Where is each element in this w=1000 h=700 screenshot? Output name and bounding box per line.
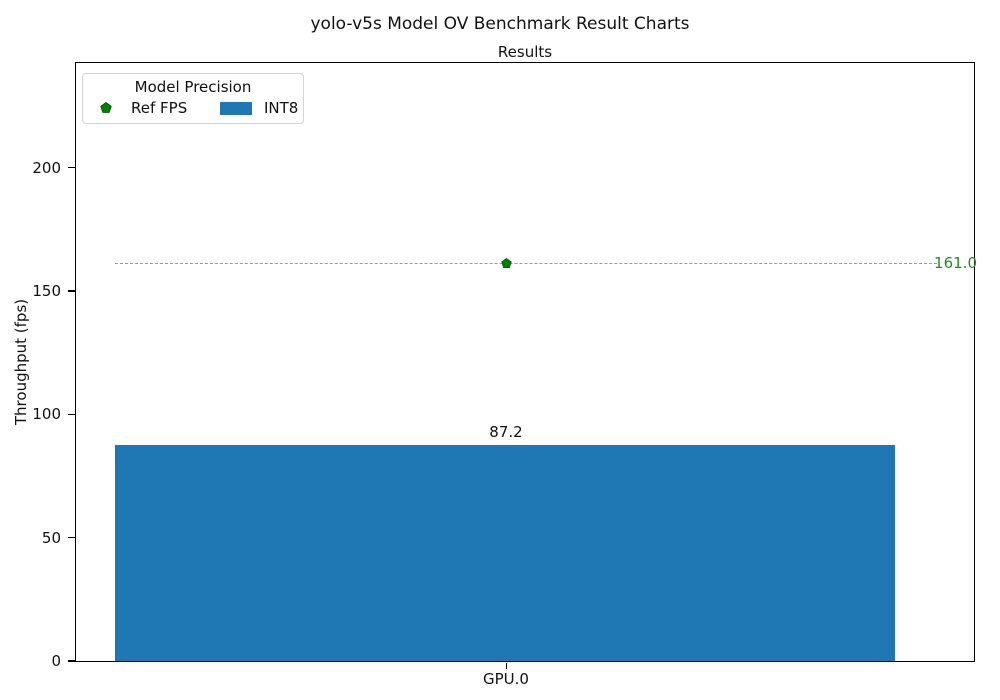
y-tick-mark	[68, 537, 75, 539]
chart-title: yolo-v5s Model OV Benchmark Result Chart…	[310, 14, 690, 34]
y-tick-label: 200	[32, 159, 61, 177]
y-tick-label: 0	[51, 652, 61, 670]
legend-title: Model Precision	[134, 78, 252, 96]
y-axis-label: Throughput (fps)	[12, 298, 30, 426]
x-tick-mark	[505, 663, 507, 669]
axes-title: Results	[497, 43, 553, 61]
y-tick-mark	[68, 413, 75, 415]
y-tick-label: 100	[32, 405, 61, 423]
x-tick-label: GPU.0	[483, 670, 529, 688]
y-tick-mark	[68, 167, 75, 169]
y-tick-mark	[68, 290, 75, 292]
legend-pentagon-icon	[100, 102, 112, 113]
pentagon-marker-icon	[501, 258, 512, 268]
legend-label-int8: INT8	[264, 99, 299, 117]
y-tick-label: 150	[32, 282, 61, 300]
reference-line	[115, 263, 937, 264]
y-tick-mark	[68, 660, 75, 662]
reference-value-label: 161.0	[934, 254, 977, 272]
plot-area: 87.2 161.0 Model Precision Ref FPS INT8	[75, 62, 977, 662]
legend-row: Ref FPS INT8	[83, 99, 303, 117]
legend: Model Precision Ref FPS INT8	[82, 73, 304, 124]
legend-swatch-int8	[220, 101, 252, 115]
y-tick-label: 50	[41, 529, 61, 547]
bar-int8-gpu0	[115, 445, 895, 661]
legend-label-ref-fps: Ref FPS	[131, 99, 188, 117]
bar-value-label: 87.2	[489, 423, 523, 441]
